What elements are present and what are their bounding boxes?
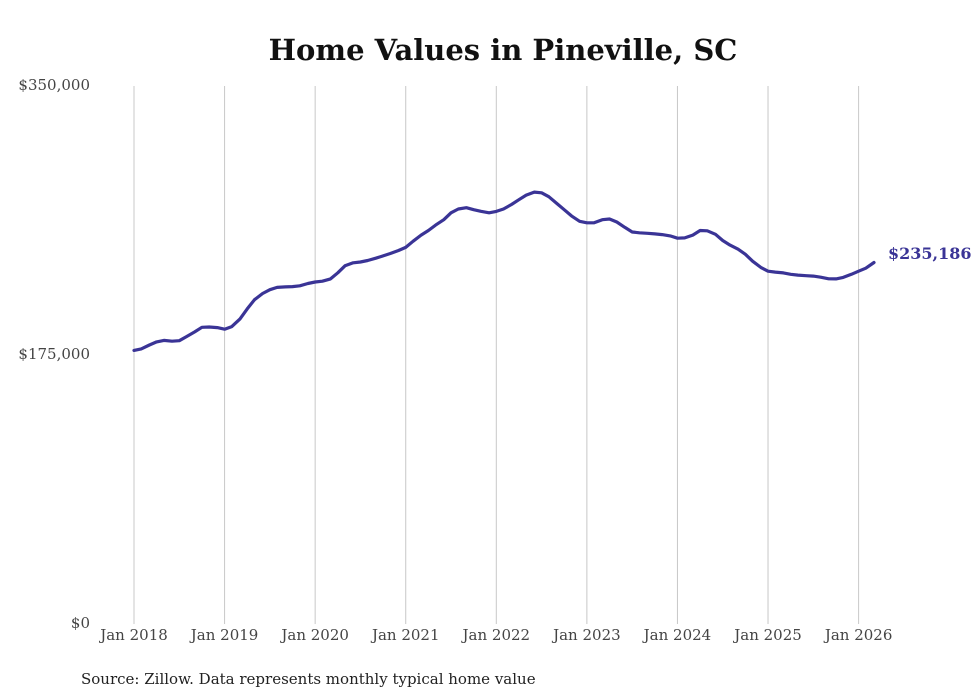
x-tick-label: Jan 2020 (279, 626, 349, 644)
x-tick-label: Jan 2018 (98, 626, 168, 644)
y-axis: $0 $175,000 $350,000 (18, 76, 90, 632)
x-tick-label: Jan 2019 (189, 626, 259, 644)
y-tick-label: $175,000 (18, 345, 90, 363)
x-tick-label: Jan 2021 (370, 626, 440, 644)
vertical-gridlines (133, 86, 860, 624)
series-line-home-value (132, 190, 876, 352)
x-tick-label: Jan 2025 (732, 626, 802, 644)
x-tick-label: Jan 2023 (551, 626, 621, 644)
source-note: Source: Zillow. Data represents monthly … (81, 670, 536, 688)
x-axis: Jan 2018 Jan 2019 Jan 2020 Jan 2021 Jan 2022… (98, 626, 892, 644)
x-tick-label: Jan 2024 (642, 626, 712, 644)
y-tick-label: $350,000 (18, 76, 90, 94)
chart-title: Home Values in Pineville, SC (269, 33, 738, 67)
x-tick-label: Jan 2022 (461, 626, 531, 644)
last-value-label: $235,186 (888, 244, 972, 263)
y-tick-label: $0 (71, 614, 90, 632)
x-tick-label: Jan 2026 (823, 626, 893, 644)
